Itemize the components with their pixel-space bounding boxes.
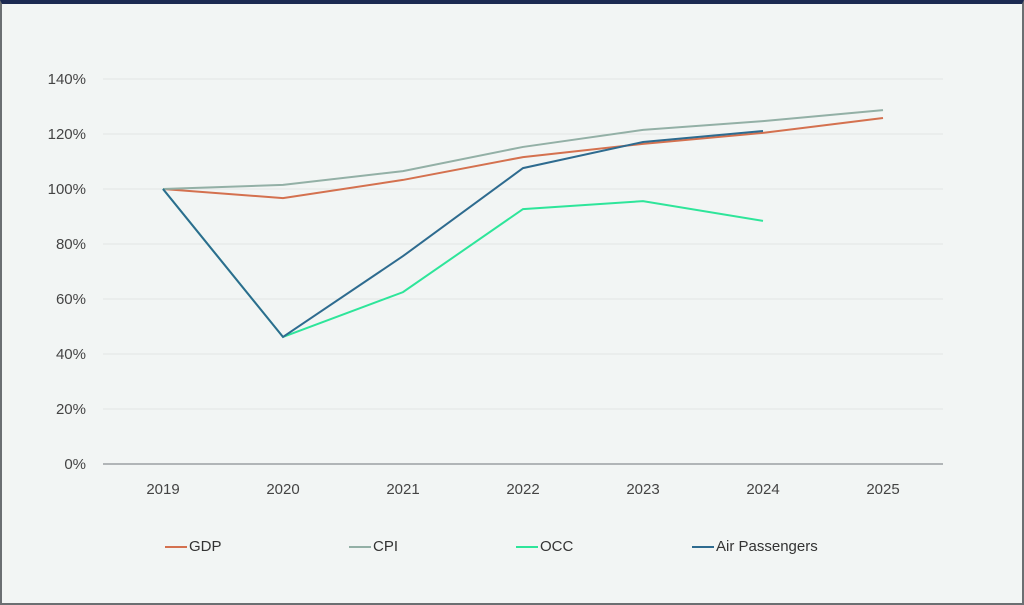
legend-swatch [349,545,371,548]
y-tick-label: 140% [48,71,86,88]
legend-label: GDP [189,538,222,555]
x-tick-label: 2020 [266,481,299,498]
series-line-air-passengers [162,129,764,339]
y-tick-label: 0% [64,456,86,473]
x-tick-label: 2025 [866,481,899,498]
legend-label: CPI [373,538,399,555]
legend-item: Air Passengers [692,538,818,555]
y-tick-label: 40% [56,346,86,363]
legend-item: CPI [349,538,398,555]
x-tick-label: 2024 [746,481,779,498]
x-tick-label: 2019 [146,481,179,498]
legend-swatch [516,545,538,548]
y-tick-label: 80% [56,236,86,253]
y-tick-label: 60% [56,291,86,308]
series-line-cpi [162,109,884,190]
legend-swatch [692,545,714,548]
legend-swatch [165,545,187,548]
y-tick-label: 120% [48,126,86,143]
legend-label: OCC [540,538,574,555]
y-tick-label: 100% [48,181,86,198]
x-tick-label: 2021 [386,481,419,498]
legend-item: OCC [516,538,573,555]
legend-label: Air Passengers [716,538,818,555]
y-tick-label: 20% [56,401,86,418]
x-tick-label: 2022 [506,481,539,498]
x-tick-label: 2023 [626,481,659,498]
legend-item: GDP [165,538,222,555]
